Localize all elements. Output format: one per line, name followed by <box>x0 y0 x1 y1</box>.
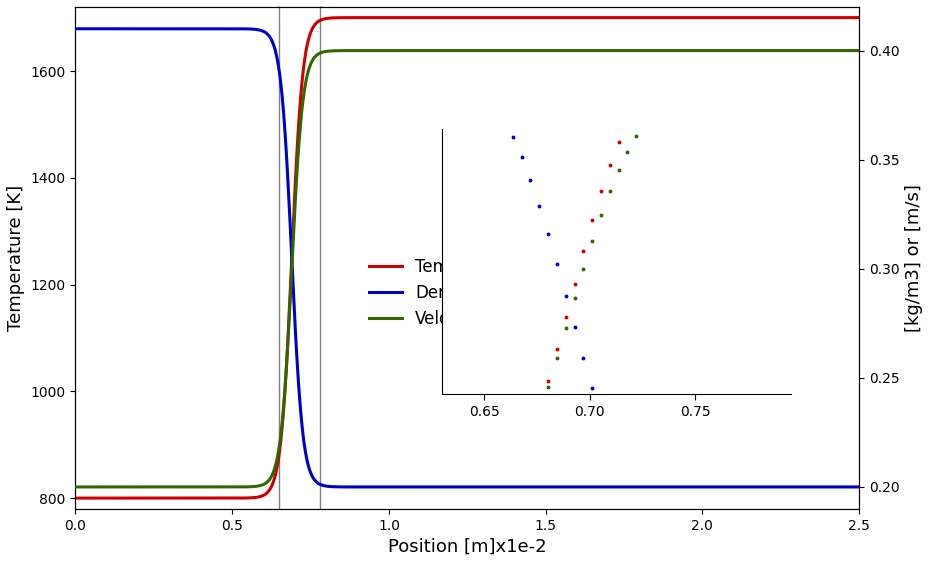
Velocity <box>208 484 219 490</box>
Line: Density: Density <box>75 29 859 487</box>
Line: Temperature: Temperature <box>75 17 859 498</box>
Density <box>854 484 865 490</box>
Velocity <box>70 484 81 490</box>
Velocity <box>594 47 605 54</box>
Velocity <box>533 47 544 54</box>
Legend: Temperature, Density, Velocity: Temperature, Density, Velocity <box>362 251 527 335</box>
Density <box>424 484 435 490</box>
Temperature <box>208 495 219 502</box>
Velocity <box>424 47 435 54</box>
Velocity <box>487 47 498 54</box>
Density <box>490 484 501 490</box>
Density <box>272 54 283 61</box>
Velocity <box>661 47 672 54</box>
Temperature <box>533 14 544 21</box>
Density <box>594 484 605 490</box>
Velocity <box>854 47 865 54</box>
Temperature <box>594 14 605 21</box>
Y-axis label: Temperature [K]: Temperature [K] <box>7 185 25 331</box>
Velocity <box>272 456 283 463</box>
X-axis label: Position [m]x1e-2: Position [m]x1e-2 <box>388 538 547 556</box>
Line: Velocity: Velocity <box>75 51 859 487</box>
Density <box>533 484 544 490</box>
Temperature <box>854 14 865 21</box>
Y-axis label: [kg/m3] or [m/s]: [kg/m3] or [m/s] <box>905 184 923 332</box>
Temperature <box>661 14 672 21</box>
Temperature <box>424 14 435 21</box>
Temperature <box>487 14 498 21</box>
Density <box>70 25 81 32</box>
Temperature <box>70 495 81 502</box>
Density <box>208 25 219 32</box>
Temperature <box>272 464 283 471</box>
Density <box>661 484 672 490</box>
